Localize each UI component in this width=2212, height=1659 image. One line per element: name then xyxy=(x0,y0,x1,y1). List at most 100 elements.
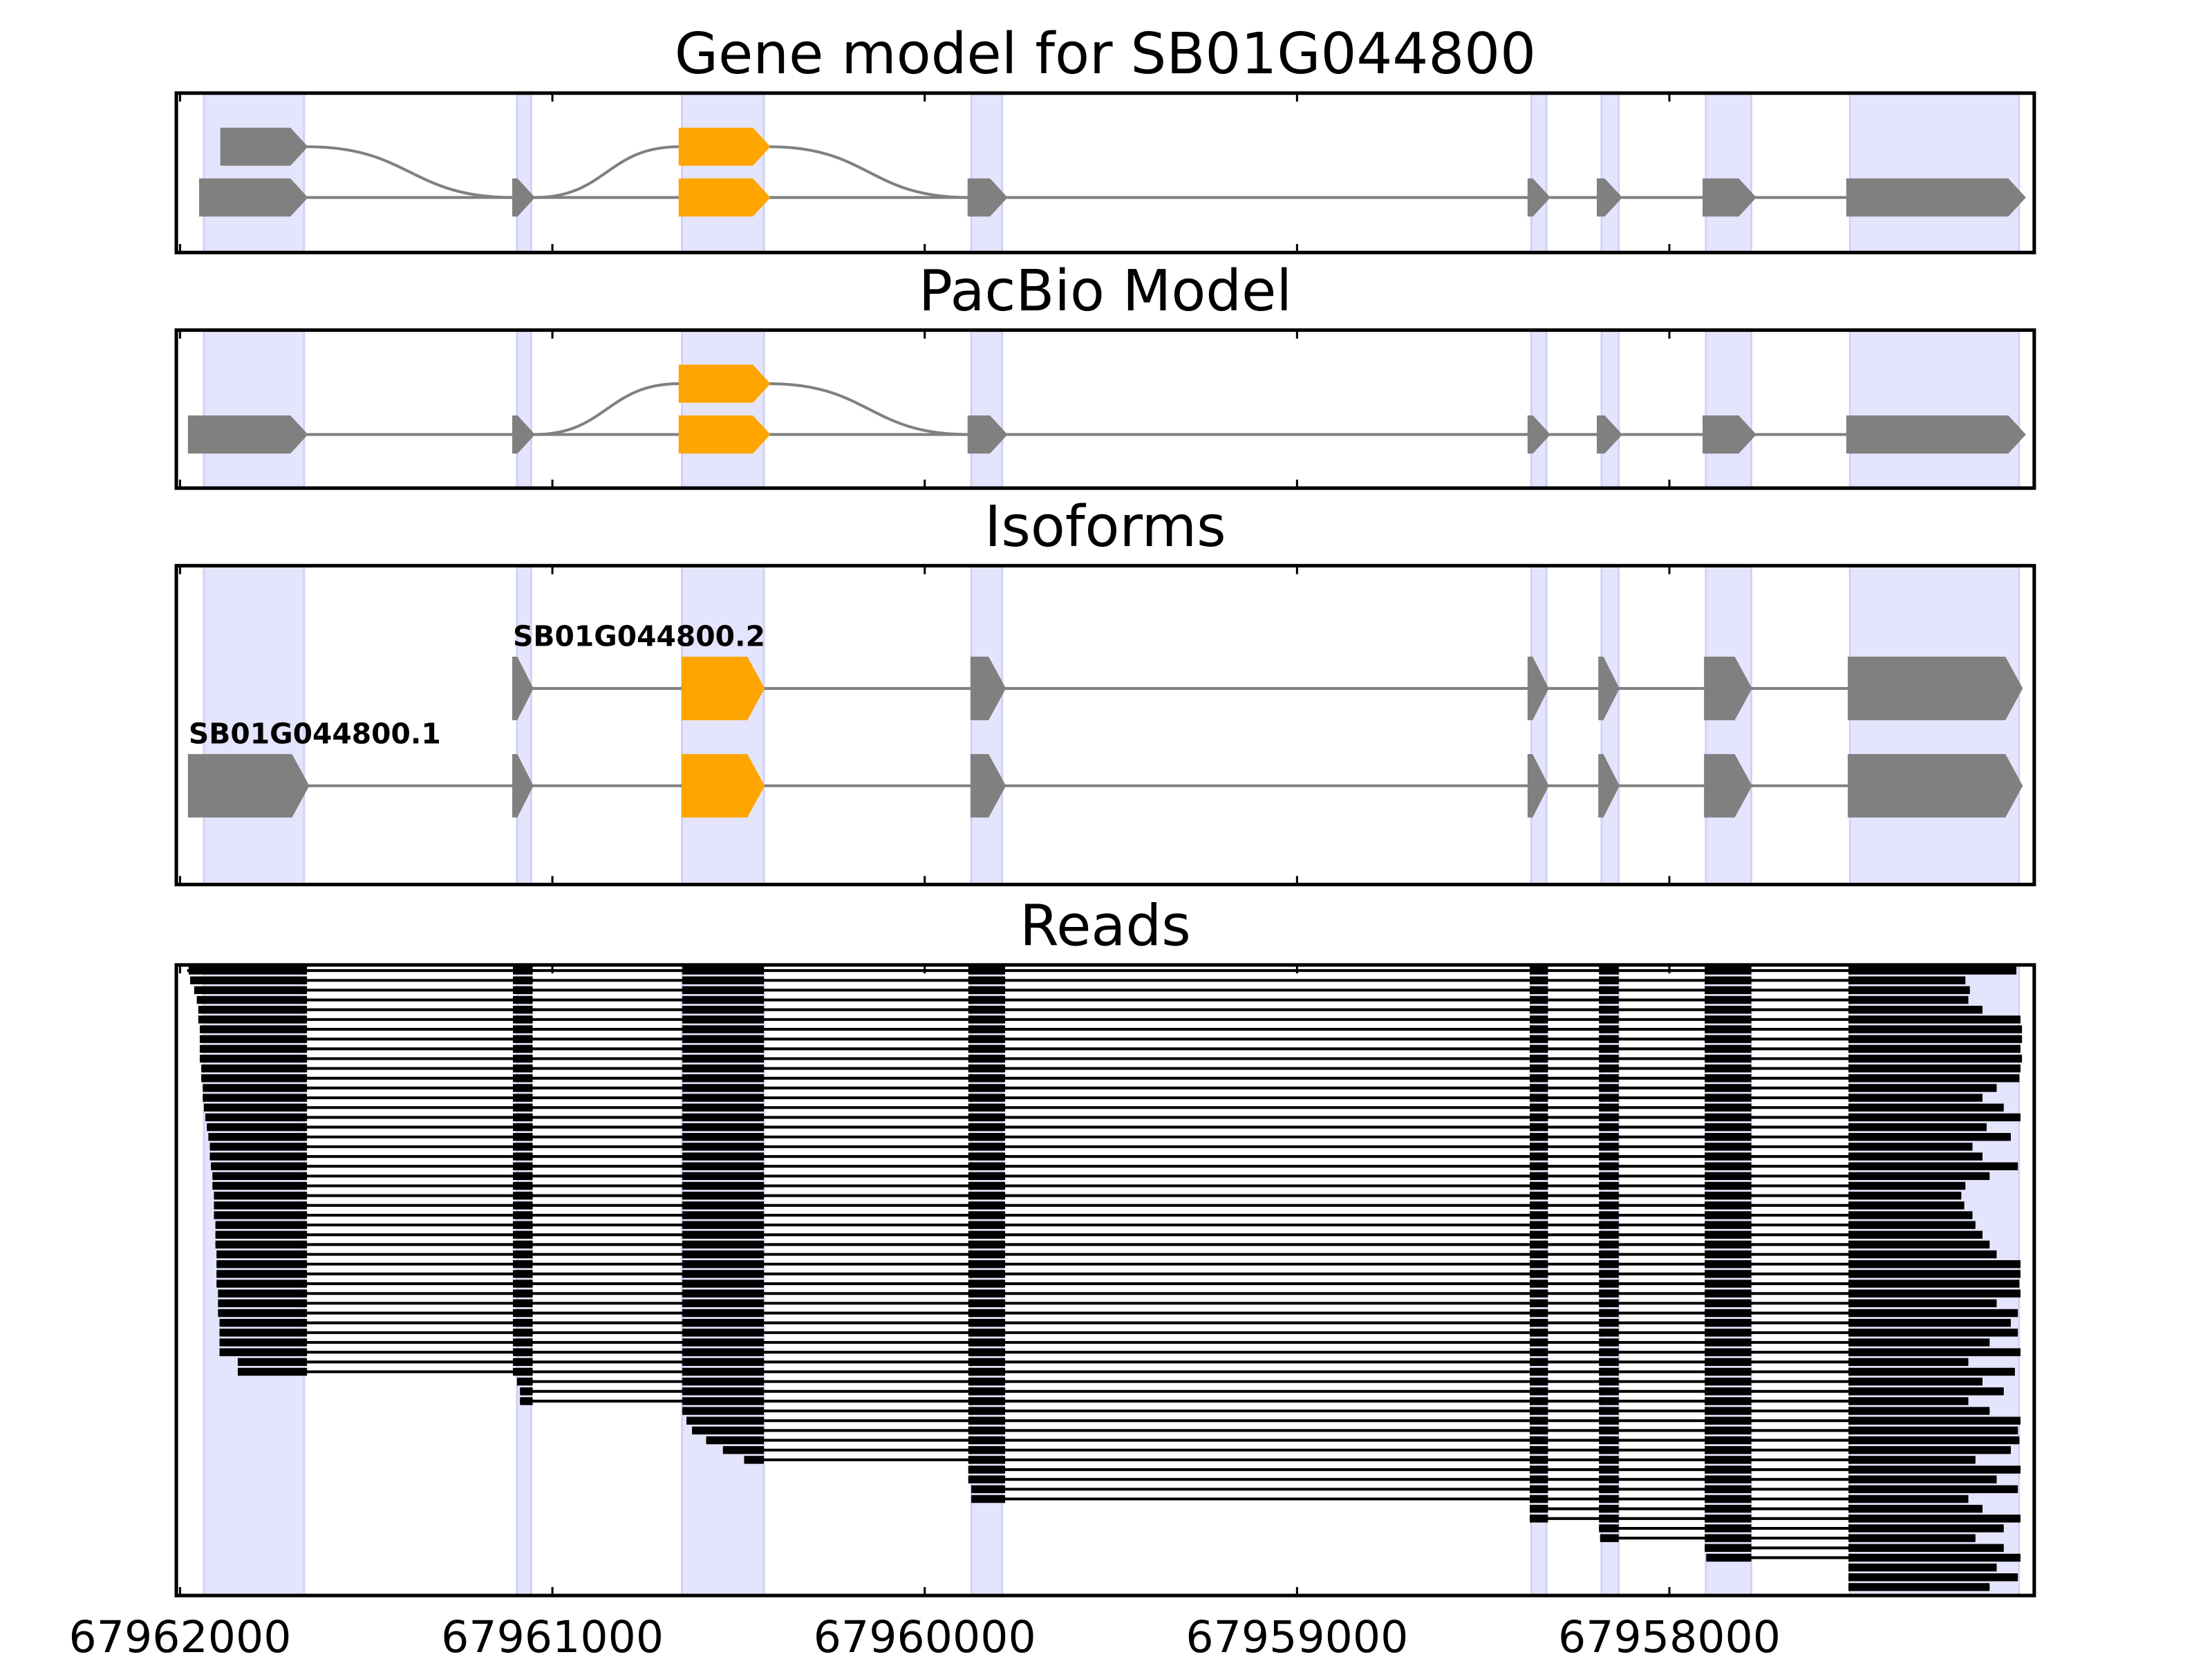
read-block xyxy=(1848,1348,2021,1356)
read-block xyxy=(513,1123,533,1132)
read-block xyxy=(200,1054,308,1063)
read-block xyxy=(513,1318,533,1327)
exon-region xyxy=(1600,329,1620,489)
intron-edge xyxy=(307,145,514,199)
exon-region xyxy=(1600,92,1620,254)
read-block xyxy=(682,995,765,1004)
read-block xyxy=(1530,1084,1548,1092)
read-block xyxy=(968,1348,1006,1356)
read-block xyxy=(1705,1465,1752,1474)
read-block xyxy=(1848,1358,1969,1367)
read-block xyxy=(1599,1270,1619,1278)
read-block xyxy=(1705,1035,1752,1043)
read-block xyxy=(1530,1367,1548,1376)
read-block xyxy=(188,966,308,975)
read-block xyxy=(1848,1583,1990,1591)
read-block xyxy=(968,1191,1006,1200)
read-block xyxy=(1705,966,1752,975)
read-block xyxy=(1530,1465,1548,1474)
read-block xyxy=(968,1475,1006,1483)
read-block xyxy=(520,1387,533,1396)
read-block xyxy=(1705,1515,1752,1523)
read-block xyxy=(1599,1152,1619,1161)
read-block xyxy=(971,1494,1006,1503)
read-block xyxy=(706,1436,765,1445)
read-block xyxy=(1599,1377,1619,1386)
read-block xyxy=(1705,1221,1752,1229)
read-block xyxy=(1599,1318,1619,1327)
read-block xyxy=(513,1074,533,1082)
read-block xyxy=(190,976,308,984)
read-block xyxy=(971,1485,1006,1494)
exon xyxy=(1704,657,1752,720)
read-block xyxy=(198,1015,308,1024)
read-block xyxy=(513,1133,533,1141)
read-block xyxy=(682,1044,765,1053)
read-block xyxy=(1599,1348,1619,1356)
read-block xyxy=(1599,1221,1619,1229)
read-block xyxy=(1599,1250,1619,1259)
read-block xyxy=(1705,1103,1752,1112)
read-block xyxy=(1848,1094,1983,1102)
read-block xyxy=(968,1270,1006,1278)
exon xyxy=(678,415,771,454)
read-block xyxy=(215,1230,308,1239)
read-block xyxy=(513,1338,533,1347)
read-block xyxy=(1530,1221,1548,1229)
read-block xyxy=(520,1397,533,1405)
read-block xyxy=(968,986,1006,995)
read-block xyxy=(513,1221,533,1229)
read-block xyxy=(1848,1123,1987,1132)
read-block xyxy=(513,1064,533,1073)
read-block xyxy=(1848,1005,1983,1014)
read-block xyxy=(682,1348,765,1356)
read-block xyxy=(1848,1338,1990,1347)
read-block xyxy=(1530,1494,1548,1503)
read-block xyxy=(1848,1416,2021,1425)
read-block xyxy=(968,1113,1006,1122)
read-block xyxy=(1705,1211,1752,1219)
read-block xyxy=(219,1318,308,1327)
read-block xyxy=(1848,1426,2018,1435)
read-block xyxy=(968,1143,1006,1151)
read-block xyxy=(1599,1172,1619,1181)
read-block xyxy=(1848,1456,1976,1464)
exon xyxy=(1597,178,1622,217)
read-block xyxy=(1599,1416,1619,1425)
read-block xyxy=(1848,1162,2018,1170)
read-block xyxy=(1530,1152,1548,1161)
read-block xyxy=(1848,1475,1997,1483)
read-block xyxy=(1599,1113,1619,1122)
exon xyxy=(187,753,310,818)
read-block xyxy=(1848,1485,2018,1494)
read-block xyxy=(1599,1329,1619,1337)
read-block xyxy=(1600,1534,1619,1542)
intron-edge xyxy=(534,145,679,199)
read-block xyxy=(1705,1397,1752,1405)
read-block xyxy=(1530,1289,1548,1297)
exon xyxy=(187,415,308,454)
read-block xyxy=(1599,1211,1619,1219)
read-block xyxy=(1530,1446,1548,1454)
read-block xyxy=(1530,986,1548,995)
read-block xyxy=(968,1436,1006,1445)
read-block xyxy=(201,1074,308,1082)
read-block xyxy=(968,1456,1006,1464)
read-block xyxy=(214,1191,308,1200)
read-block xyxy=(1599,1094,1619,1102)
read-block xyxy=(1599,1475,1619,1483)
read-block xyxy=(1599,1074,1619,1082)
read-block xyxy=(516,1377,533,1386)
x-tick-label: 67960000 xyxy=(814,1611,1036,1659)
exon xyxy=(1846,415,2026,454)
read-block xyxy=(1530,1358,1548,1367)
read-block xyxy=(1599,1054,1619,1063)
read-block xyxy=(1848,1221,1976,1229)
read-block xyxy=(968,1064,1006,1073)
exon xyxy=(971,753,1006,818)
exon xyxy=(512,657,534,720)
read-block xyxy=(968,1446,1006,1454)
read-block xyxy=(968,1416,1006,1425)
read-block xyxy=(1530,1377,1548,1386)
read-block xyxy=(219,1338,308,1347)
